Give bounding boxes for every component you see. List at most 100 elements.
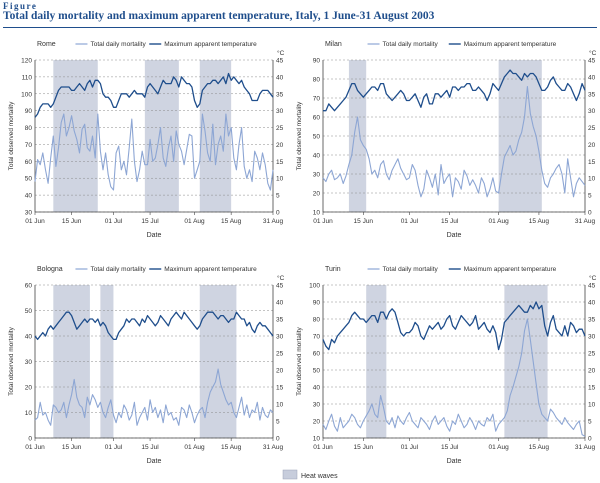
- y-tick-label: 80: [313, 77, 321, 84]
- x-tick-label: 01 Aug: [489, 444, 510, 451]
- y2-tick-label: 25: [276, 125, 284, 132]
- x-tick-label: 31 Aug: [575, 218, 596, 225]
- y-tick-label: 60: [25, 159, 33, 166]
- chart-panel-turin: 10 20 30 40 50 60 70 80 90 100 0 5 10 15 20 25 30 35 40 45 0…: [296, 266, 597, 465]
- x-tick-label: 01 Aug: [184, 218, 205, 225]
- y2-tick-label: 40: [276, 300, 284, 307]
- mortality-line: [322, 86, 586, 198]
- y2-tick-label: 5: [276, 193, 280, 200]
- y2-tick-label: 45: [276, 283, 284, 290]
- y-axis-title: Total observed mortality: [296, 326, 303, 395]
- x-tick-label: 01 Aug: [489, 218, 510, 225]
- x-tick-label: 01 Jun: [25, 218, 45, 225]
- y2-tick-label: 35: [276, 317, 284, 324]
- x-tick-label: 01 Jul: [105, 218, 123, 225]
- x-tick-label: 01 Jul: [401, 218, 419, 225]
- x-tick-label: 15 Jul: [441, 218, 459, 225]
- y-tick-label: 90: [313, 300, 321, 307]
- figure-label: Figure: [3, 1, 38, 11]
- heatwave-legend: Heat waves: [282, 469, 338, 480]
- x-tick-label: 31 Aug: [575, 444, 596, 451]
- y2-axis-title: °C: [589, 274, 597, 282]
- y-tick-label: 30: [313, 172, 321, 179]
- x-axis-title: Date: [447, 232, 462, 239]
- heatwave-legend-swatch: [282, 469, 298, 480]
- y-tick-label: 80: [313, 317, 321, 324]
- y2-tick-label: 30: [276, 108, 284, 115]
- y2-tick-label: 35: [276, 91, 284, 98]
- x-tick-label: 01 Jun: [313, 444, 333, 451]
- y2-tick-label: 5: [588, 419, 592, 426]
- y2-tick-label: 5: [588, 193, 592, 200]
- y-tick-label: 50: [313, 368, 321, 375]
- legend-label-mortality: Total daily mortality: [383, 41, 439, 48]
- heatwave-band: [348, 60, 367, 212]
- x-tick-label: 31 Aug: [263, 218, 284, 225]
- temperature-line: [34, 311, 274, 341]
- y-tick-label: 60: [313, 115, 321, 122]
- y-tick-label: 40: [25, 193, 33, 200]
- y2-tick-label: 15: [276, 159, 284, 166]
- heatwave-legend-label: Heat waves: [301, 473, 338, 480]
- y2-tick-label: 35: [588, 91, 596, 98]
- legend-label-temperature: Maximum apparent temperature: [164, 41, 257, 48]
- y2-tick-label: 20: [276, 368, 284, 375]
- chart-panel-rome: 30 40 50 60 70 80 90 100 110 120 0 5 10 15 20 25 30 35 40 4…: [8, 41, 285, 239]
- y2-tick-label: 45: [588, 58, 596, 65]
- x-tick-label: 01 Jun: [313, 218, 333, 225]
- y2-axis-title: °C: [589, 49, 597, 57]
- y2-tick-label: 10: [588, 176, 596, 183]
- y-tick-label: 10: [313, 210, 321, 217]
- y-tick-label: 20: [313, 419, 321, 426]
- mortality-line: [34, 368, 274, 426]
- x-tick-label: 01 Aug: [184, 444, 205, 451]
- y2-tick-label: 15: [276, 385, 284, 392]
- x-axis-title: Date: [147, 232, 162, 239]
- y-tick-label: 50: [25, 308, 33, 315]
- y2-tick-label: 30: [588, 108, 596, 115]
- heatwave-band: [199, 60, 232, 212]
- chart-panel-bologna: 0 10 20 30 40 50 60 0 5 10 15 20 25 30 35 40 45 01 Jun 15 …: [8, 266, 285, 465]
- y2-tick-label: 20: [588, 368, 596, 375]
- y-tick-label: 100: [21, 91, 32, 98]
- y-tick-label: 90: [25, 108, 33, 115]
- x-axis-title: Date: [447, 458, 462, 465]
- y-tick-label: 90: [313, 58, 321, 65]
- y2-tick-label: 20: [588, 142, 596, 149]
- y-tick-label: 120: [21, 58, 32, 65]
- y2-tick-label: 40: [588, 74, 596, 81]
- y2-tick-label: 20: [276, 142, 284, 149]
- y2-tick-label: 45: [588, 283, 596, 290]
- x-tick-label: 15 Aug: [529, 218, 550, 225]
- y2-tick-label: 25: [276, 351, 284, 358]
- heatwave-band: [366, 285, 387, 438]
- x-tick-label: 15 Aug: [221, 444, 242, 451]
- x-tick-label: 15 Jul: [141, 444, 159, 451]
- y2-tick-label: 35: [588, 317, 596, 324]
- legend-label-temperature: Maximum apparent temperature: [464, 41, 557, 48]
- y-tick-label: 0: [28, 436, 32, 443]
- y2-tick-label: 25: [588, 351, 596, 358]
- y-tick-label: 30: [25, 359, 33, 366]
- x-tick-label: 01 Jul: [401, 444, 419, 451]
- y-tick-label: 10: [25, 410, 33, 417]
- y2-tick-label: 15: [588, 159, 596, 166]
- x-tick-label: 15 Jun: [354, 444, 374, 451]
- y2-tick-label: 40: [276, 74, 284, 81]
- mortality-line: [34, 113, 274, 191]
- x-tick-label: 15 Jul: [141, 218, 159, 225]
- legend-label-mortality: Total daily mortality: [90, 266, 146, 273]
- panel-title: Rome: [37, 41, 56, 48]
- y-tick-label: 70: [313, 96, 321, 103]
- legend-label-mortality: Total daily mortality: [90, 41, 146, 48]
- y-tick-label: 70: [313, 334, 321, 341]
- y-tick-label: 100: [309, 283, 320, 290]
- y-axis-title: Total observed mortality: [8, 326, 15, 395]
- y-tick-label: 110: [22, 74, 33, 81]
- y2-tick-label: 30: [588, 334, 596, 341]
- y-tick-label: 40: [25, 334, 33, 341]
- x-axis-title: Date: [147, 458, 162, 465]
- panel-title: Milan: [325, 41, 342, 48]
- figure-title: Total daily mortality and maximum appare…: [3, 10, 435, 22]
